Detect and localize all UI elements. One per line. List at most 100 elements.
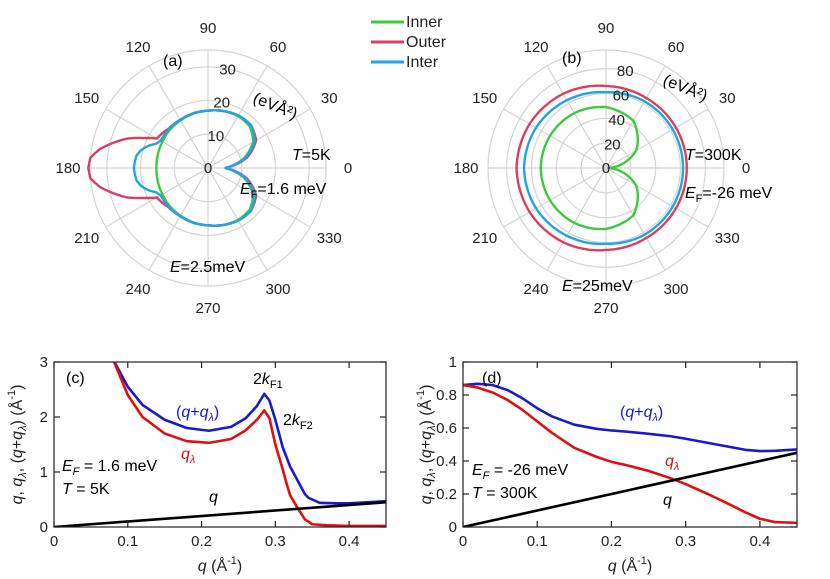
polar-spoke-b-330 [605,167,709,228]
polar-spoke-b-120 [546,65,607,169]
ytick-label-c-1: 1 [40,464,48,481]
legend-label-inner: Inner [406,14,443,31]
fermi-label-c: EF = 1.6 meV [62,458,158,478]
angle-label-a-0: 0 [344,160,352,177]
polar-curve-b-inter [522,90,685,246]
series-label-q-d: q [663,492,672,509]
polar-curve-a-inter [132,109,256,227]
temperature-label-d: T = 300K [472,485,538,502]
angle-label-b-240: 240 [523,281,548,298]
energy-label-a: E=2.5meV [170,259,245,276]
panel-label-a: (a) [163,53,183,70]
ytick-label-d-0.4: 0.4 [436,453,457,470]
angle-label-a-30: 30 [321,90,338,107]
xtick-label-d-0.1: 0.1 [527,533,548,550]
xaxis-title-d: q (Å-1) [608,555,652,575]
polar-spoke-b-30 [605,108,709,169]
radial-tick-a-0: 0 [204,160,212,177]
angle-label-a-180: 180 [55,160,80,177]
radial-tick-a-10: 10 [208,128,225,145]
radial-tick-a-20: 20 [213,95,230,112]
energy-label-b: E=25meV [562,278,633,295]
fermi-value-c: = 1.6 meV [79,458,157,475]
xtick-label-c-0: 0 [50,533,58,550]
angle-label-a-120: 120 [125,39,150,56]
ytick-label-d-0.8: 0.8 [436,387,457,404]
angle-label-a-330: 330 [317,230,342,247]
energy-value-b: =25meV [573,278,633,295]
plot-frame-c [53,361,387,528]
radial-tick-b-0: 0 [602,160,610,177]
series-label-q-c: q [209,489,218,506]
series-label-sum-d: (q+qλ) [620,404,663,424]
xaxis-title-c: q (Å-1) [198,555,242,575]
radial-tick-b-40: 40 [608,112,625,129]
ytick-label-d-1: 1 [449,354,457,371]
angle-label-b-210: 210 [472,230,497,247]
line-c-q [54,500,386,527]
polar-spoke-a-330 [207,167,311,228]
xtick-label-c-0.3: 0.3 [265,533,286,550]
temperature-value-a: =5K [302,147,331,164]
ytick-label-c-2: 2 [40,409,48,426]
fermi-value-a: =1.6 meV [257,181,326,198]
polar-plot-a: 0 30 60 90 120 150 180 210 240 270 300 330 0 10 20 30 (… [55,20,352,317]
ytick-label-d-0.6: 0.6 [436,420,457,437]
legend-label-outer: Outer [406,34,447,51]
polar-spoke-b-150 [503,108,607,169]
panel-label-d: (d) [482,370,502,387]
angle-label-b-270: 270 [593,300,618,317]
polar-spoke-b-210 [503,167,607,228]
angle-label-a-240: 240 [125,281,150,298]
angle-label-a-150: 150 [74,90,99,107]
fermi-value-d: = -26 meV [489,462,568,479]
yaxis-title-c: q, qλ, (q+qλ) (Å-1) [6,385,29,505]
fermi-label-b: EF=-26 meV [685,185,773,205]
ytick-label-d-0: 0 [449,519,457,536]
angle-label-a-300: 300 [265,281,290,298]
angle-label-a-60: 60 [270,39,287,56]
radial-tick-b-80: 80 [617,63,634,80]
angle-label-b-120: 120 [523,39,548,56]
angle-label-b-300: 300 [663,281,688,298]
line-d-sum [463,382,797,453]
xtick-label-c-0.1: 0.1 [117,533,138,550]
fermi-label-d: EF = -26 meV [472,462,568,482]
angle-label-b-0: 0 [742,160,750,177]
line-plot-d: 0 0.1 0.2 0.3 0.4 0 0.2 0.4 0.6 0.8 1 q (Å-1) q, qλ,… [415,354,798,575]
polar-curve-b-inner [539,105,639,231]
xtick-label-d-0.4: 0.4 [749,533,770,550]
panel-label-c: (c) [66,370,85,387]
radial-tick-b-60: 60 [613,88,630,105]
angle-label-a-210: 210 [74,230,99,247]
line-plot-c: 0 0.1 0.2 0.3 0.4 0 1 2 3 q (Å-1) q, qλ, (q+qλ) (Å… [6,354,387,575]
temperature-value-c: = 5K [72,481,110,498]
radial-tick-a-30: 30 [219,61,236,78]
plot-frame-d [462,361,798,528]
line-d-qlambda [463,383,797,525]
ytick-label-c-0: 0 [40,519,48,536]
line-d-q [463,451,797,527]
legend-label-inter: Inter [406,54,439,71]
angle-label-a-90: 90 [200,20,217,37]
polar-spoke-a-120 [148,65,209,169]
ytick-label-c-3: 3 [40,354,48,371]
temperature-value-d: = 300K [482,485,538,502]
ytick-label-d-0.2: 0.2 [436,486,457,503]
angle-label-b-180: 180 [453,160,478,177]
polar-spoke-b-60 [605,65,666,169]
angle-label-a-270: 270 [195,300,220,317]
units-label-b: (eVÅ²) [661,70,711,105]
xtick-label-d-0.2: 0.2 [601,533,622,550]
fermi-label-a: EF=1.6 meV [240,181,327,201]
fermi-value-b: =-26 meV [702,185,772,202]
angle-label-b-60: 60 [668,39,685,56]
temperature-label-b: T=300K [685,147,742,164]
annotation-2kF2: 2kF2 [283,412,313,432]
polar-spoke-b-300 [605,167,666,271]
angle-label-b-30: 30 [719,90,736,107]
series-label-qlam-d: qλ [665,453,679,473]
legend: Inner Outer Inter [371,14,447,71]
polar-spoke-a-30 [207,108,311,169]
